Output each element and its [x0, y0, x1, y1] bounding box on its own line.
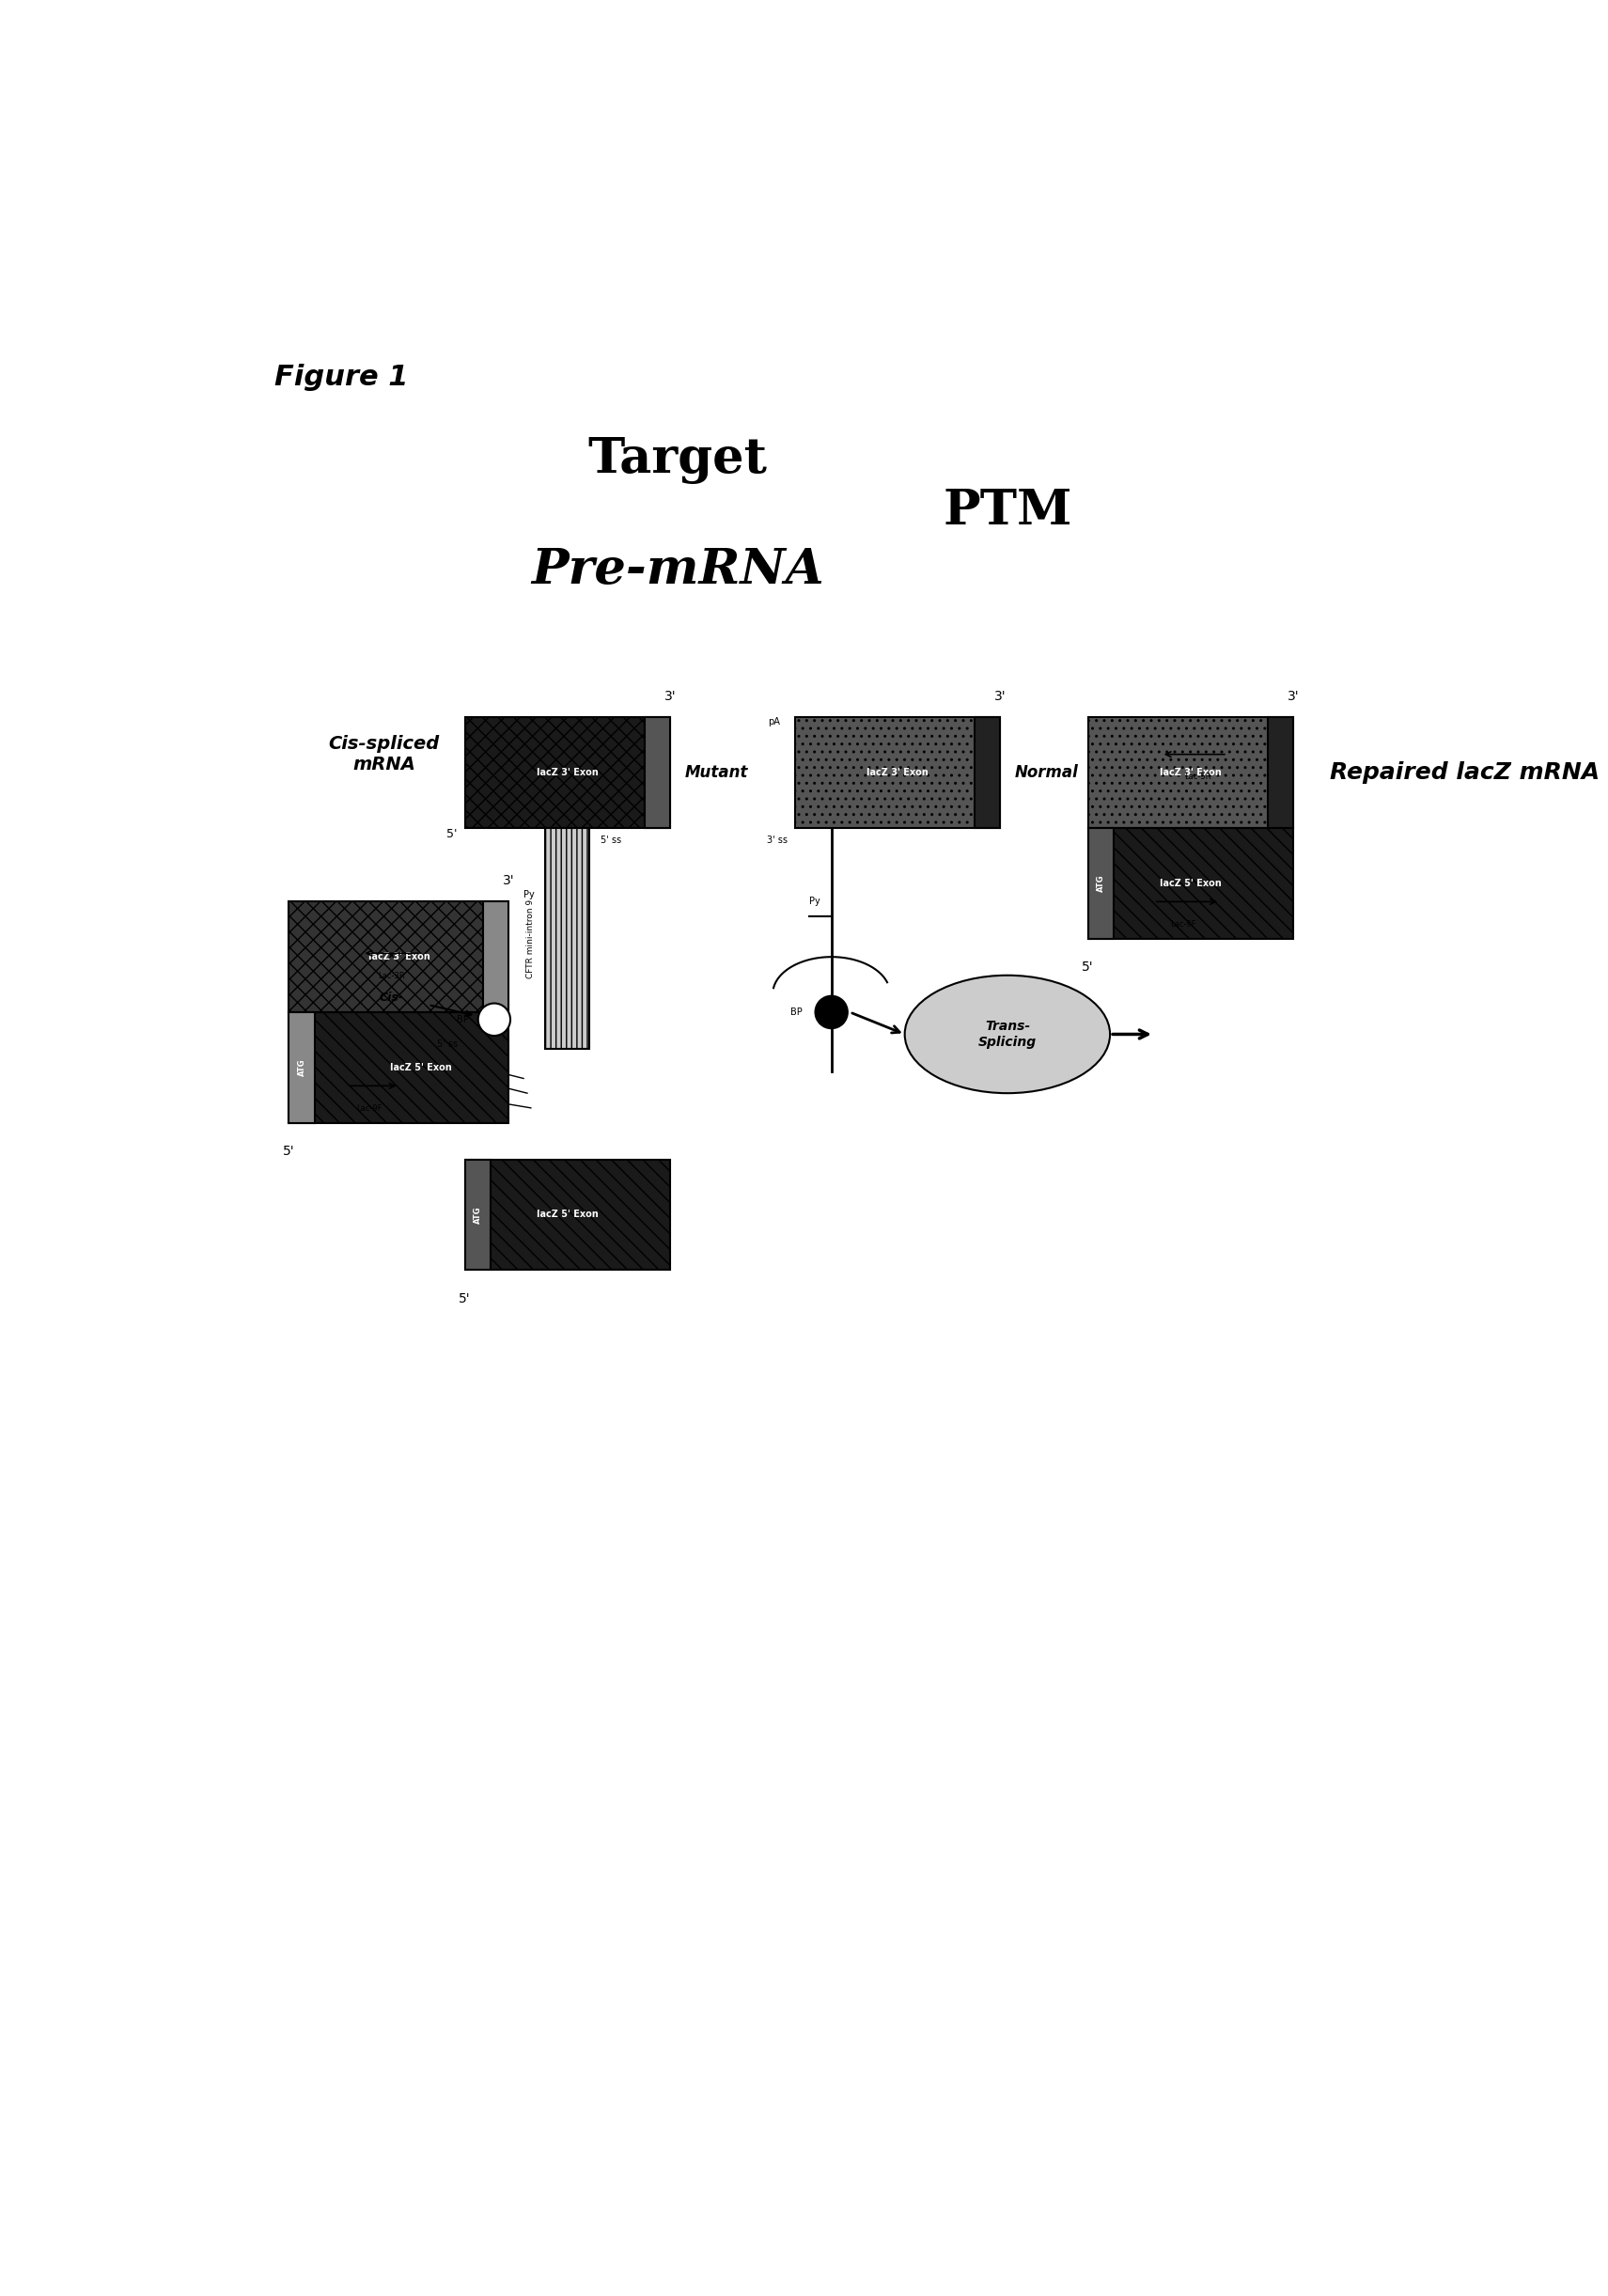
Text: pA: pA	[769, 716, 780, 728]
Text: 3': 3'	[503, 875, 515, 886]
Text: 5': 5'	[1082, 960, 1093, 974]
Bar	[1089, 829, 1293, 939]
Text: ATG: ATG	[474, 1205, 482, 1224]
Text: PTM: PTM	[942, 487, 1073, 535]
Text: 5': 5'	[447, 829, 458, 840]
Bar	[289, 1013, 315, 1123]
Text: 5': 5'	[458, 1293, 471, 1304]
Bar	[465, 716, 671, 829]
Bar	[289, 902, 508, 1013]
Text: Trans-
Splicing: Trans- Splicing	[978, 1019, 1037, 1049]
Text: lacZ 3' Exon: lacZ 3' Exon	[867, 769, 928, 778]
Bar	[1089, 716, 1293, 829]
Text: Py: Py	[809, 898, 820, 907]
Circle shape	[478, 1003, 510, 1035]
Bar	[484, 902, 508, 1013]
Text: lacZ 5' Exon: lacZ 5' Exon	[391, 1063, 452, 1072]
Bar	[1267, 716, 1293, 829]
Bar	[465, 1159, 490, 1270]
Text: Cis-spliced
mRNA: Cis-spliced mRNA	[328, 735, 441, 774]
Text: 3': 3'	[1288, 689, 1299, 703]
Bar	[1089, 829, 1114, 939]
Text: Normal: Normal	[1015, 765, 1079, 781]
Text: CFTR mini-intron 9: CFTR mini-intron 9	[526, 900, 534, 978]
Text: Lac-9F: Lac-9F	[357, 1104, 383, 1114]
Text: lacZ 3' Exon: lacZ 3' Exon	[368, 953, 429, 962]
Bar	[289, 1013, 508, 1123]
Text: BP: BP	[790, 1008, 802, 1017]
Text: Py: Py	[524, 889, 534, 900]
Text: Mutant: Mutant	[685, 765, 748, 781]
Text: 3' ss: 3' ss	[767, 836, 788, 845]
Text: 5' ss: 5' ss	[437, 1040, 458, 1049]
Text: Lac-3R: Lac-3R	[378, 971, 405, 980]
Text: lacZ 3' Exon: lacZ 3' Exon	[537, 769, 598, 778]
Text: lacZ 5' Exon: lacZ 5' Exon	[537, 1210, 598, 1219]
Ellipse shape	[905, 976, 1110, 1093]
Text: Target: Target	[589, 436, 767, 484]
Text: ATG: ATG	[1097, 875, 1105, 891]
Text: lacZ 3' Exon: lacZ 3' Exon	[1159, 769, 1222, 778]
Text: Figure 1: Figure 1	[275, 365, 408, 390]
Text: Lac-9F: Lac-9F	[1171, 921, 1196, 928]
Text: lacZ 5' Exon: lacZ 5' Exon	[1159, 879, 1222, 889]
Text: Cis-: Cis-	[379, 992, 404, 1003]
Bar	[974, 716, 1000, 829]
Text: ATG: ATG	[297, 1058, 307, 1077]
Text: 5' ss: 5' ss	[600, 836, 621, 845]
Circle shape	[815, 996, 847, 1029]
Text: 5': 5'	[283, 1146, 294, 1157]
Text: Repaired lacZ mRNA: Repaired lacZ mRNA	[1330, 762, 1600, 783]
Bar	[545, 829, 590, 1049]
Bar	[794, 716, 1000, 829]
Text: 3': 3'	[664, 689, 675, 703]
Text: Lac-5R: Lac-5R	[1185, 774, 1211, 781]
Bar	[645, 716, 671, 829]
Text: BP: BP	[457, 1015, 468, 1024]
Text: 3': 3'	[994, 689, 1007, 703]
Bar	[465, 1159, 671, 1270]
Text: Pre-mRNA: Pre-mRNA	[531, 546, 823, 595]
